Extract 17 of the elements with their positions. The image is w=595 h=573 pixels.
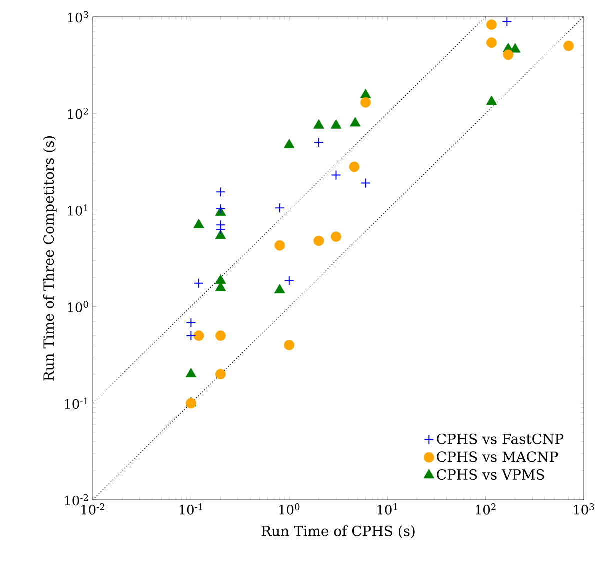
x-tick-label: 10$^{3}$ [574,504,594,515]
x-tick-label: 10$^{0}$ [280,504,300,515]
x-tick-label: 10$^{-2}$ [82,504,105,515]
legend-label: CPHS vs MACNP [437,452,558,462]
legend-label: CPHS vs FastCNP [437,434,564,444]
x-tick-label: 10$^{2}$ [476,504,496,515]
legend-label: CPHS vs VPMS [437,469,544,480]
y-tick-label: 10$^{-2}$ [65,494,88,506]
x-tick-label: 10$^{1}$ [378,504,398,515]
y-tick-label: 10$^{2}$ [68,108,88,120]
y-tick-label: 10$^{1}$ [68,204,88,216]
x-tick-label: 10$^{-1}$ [180,504,202,515]
y-tick-label: 10$^{3}$ [68,11,88,23]
x-axis-title: Run Time of CPHS (s) [262,526,415,538]
y-axis-title: Run Time of Three Competitors (s) [43,136,57,381]
y-tick-label: 10$^{0}$ [68,301,88,312]
y-tick-label: 10$^{-1}$ [65,398,88,410]
